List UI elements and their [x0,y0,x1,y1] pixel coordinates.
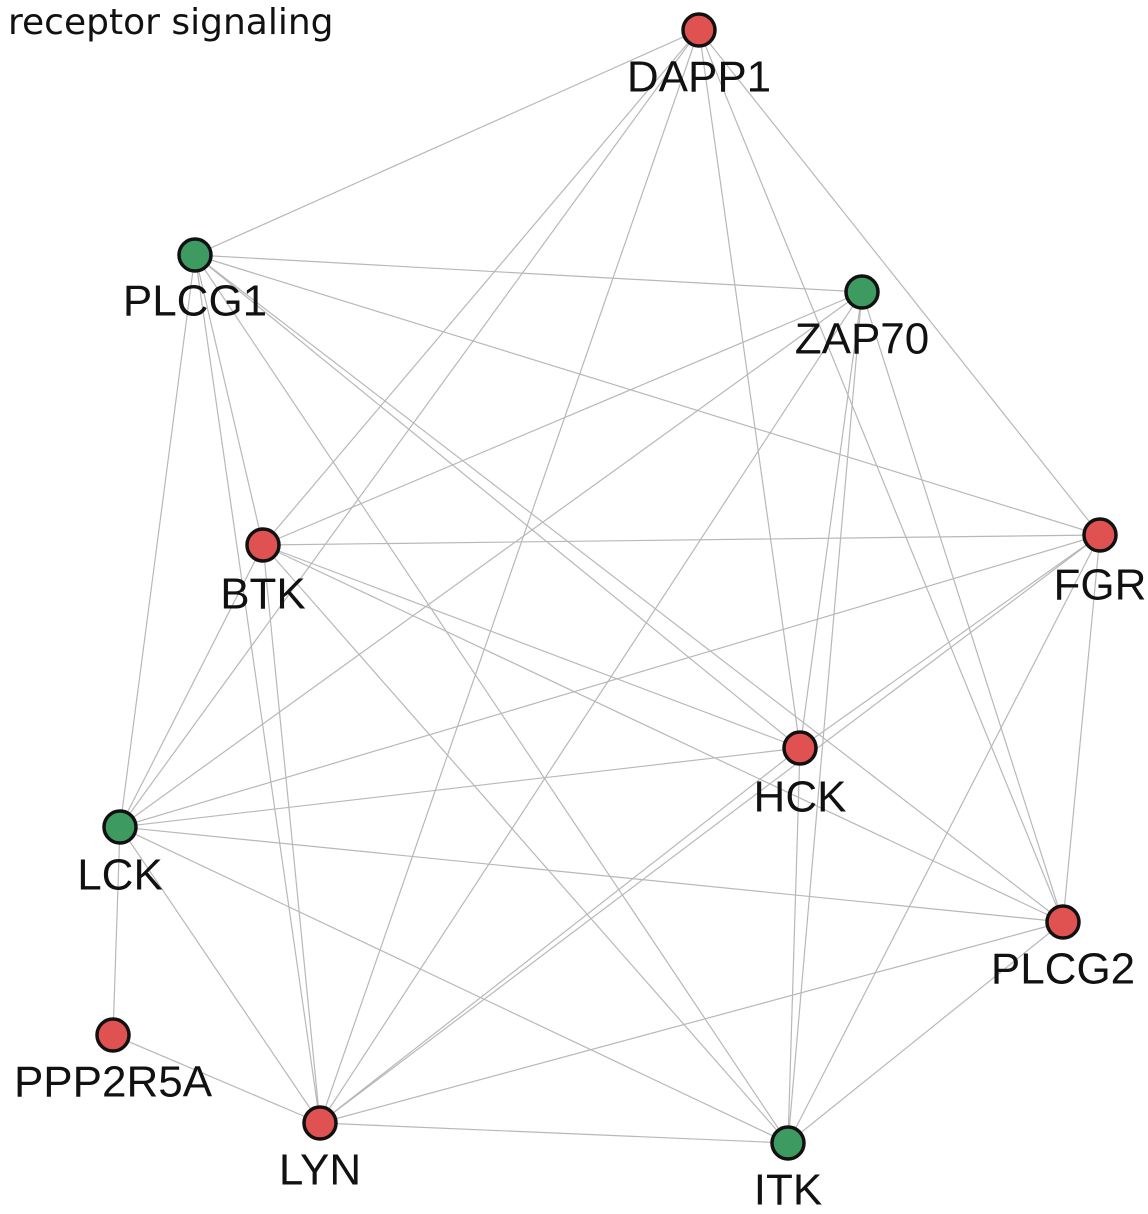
node-label: PLCG2 [991,945,1135,994]
edge [194,254,1064,923]
edge [262,291,863,546]
edge [319,747,801,1124]
node-label: PPP2R5A [14,1058,213,1107]
edge [194,254,321,1124]
node [95,1017,131,1053]
edge [787,534,1101,1144]
node-label: ITK [754,1166,822,1214]
node [102,809,138,845]
edge [194,29,700,256]
edge [787,747,801,1144]
node [681,12,717,48]
edge [119,747,801,828]
edge [119,254,196,828]
node-label: PLCG1 [123,277,267,326]
node [770,1125,806,1161]
node-label: DAPP1 [627,53,771,102]
edge [262,544,789,1144]
edge [112,1034,321,1124]
edge [319,921,1064,1124]
node-label: ZAP70 [795,315,930,364]
edge [698,29,801,749]
title: receptor signaling [8,2,334,43]
edge [698,29,1101,536]
node-label: BTK [220,570,306,619]
edge [262,544,321,1124]
edge [698,29,1064,923]
node-label: HCK [754,773,847,822]
edge [861,291,1064,923]
nodes: DAPP1 PLCG1 ZAP70 BTK FGR HCK LCK PLCG2 PPP2R5A L… [14,12,1147,1214]
edge [799,534,1101,749]
edge [119,826,321,1124]
edge [194,254,264,546]
edge [319,534,1101,1124]
edge [262,29,700,546]
edges [112,29,1101,1144]
node [782,730,818,766]
edge [112,826,121,1036]
node [1045,904,1081,940]
edge [194,254,789,1144]
edge [194,254,1101,536]
edge [194,254,863,293]
node [1082,517,1118,553]
edge [119,29,700,828]
edge [119,291,863,828]
node [245,527,281,563]
edge [262,544,1064,923]
edge [262,534,1101,546]
edge [119,826,1064,923]
edge [194,254,801,749]
edge [319,1122,789,1144]
node-label: LYN [279,1146,361,1195]
edge [119,544,264,828]
node [177,237,213,273]
edge [319,291,863,1124]
edge [319,29,700,1124]
edge [119,534,1101,828]
edge [119,826,789,1144]
edge [787,291,863,1144]
edge [787,921,1064,1144]
node-label: FGR [1054,561,1147,610]
node-label: LCK [77,851,163,900]
edge [262,544,801,749]
node [844,274,880,310]
edge [799,291,863,749]
edge [1062,534,1101,923]
node [302,1105,338,1141]
